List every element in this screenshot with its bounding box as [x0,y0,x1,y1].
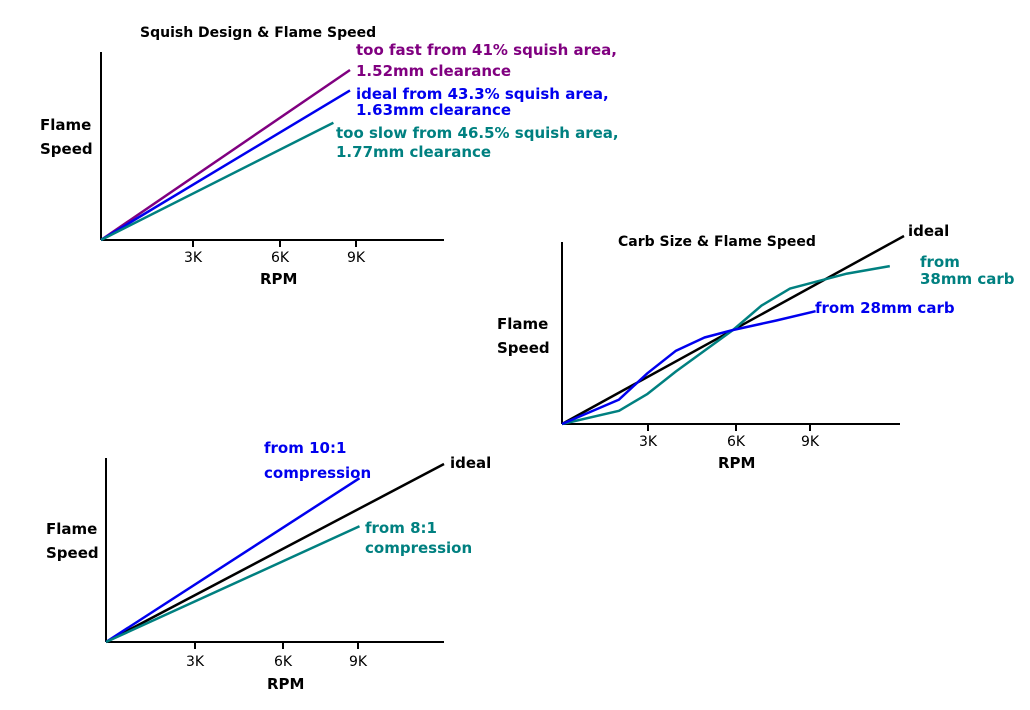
series-line [105,525,361,644]
x-axis-label: RPM [718,454,755,472]
x-axis-label: RPM [260,270,297,288]
series-label: from 10:1 [264,439,346,457]
series-label: 1.77mm clearance [336,143,491,161]
series-line [100,68,351,242]
series-line [105,462,445,644]
x-tick-label: 3K [184,250,203,266]
x-tick-label: 9K [347,250,366,266]
series-line [561,309,816,426]
series-label: ideal [450,454,491,472]
series-label: from 8:1 [365,519,437,537]
series-label: ideal [908,222,949,240]
series-label: too fast from 41% squish area, [356,41,617,59]
chart-panel-1: Squish Design & Flame Speed Flame Speed RPM… [40,25,619,288]
x-tick-label: 6K [271,250,290,266]
series-label: compression [264,464,371,482]
series-label: ideal from 43.3% squish area, [356,85,609,103]
x-tick-label: 3K [186,654,205,670]
series-label: 38mm carb [920,270,1015,288]
series-label: compression [365,539,472,557]
x-tick-label: 9K [349,654,368,670]
y-axis-label: Flame [497,315,548,333]
y-axis-label: Speed [40,140,93,158]
series-label: 1.52mm clearance [356,62,511,80]
chart-panel-2: Carb Size & Flame Speed Flame Speed RPM 3K 6K… [497,222,1015,472]
series-label: 1.63mm clearance [356,101,511,119]
chart-title: Squish Design & Flame Speed [140,25,376,41]
series-line [100,121,334,242]
x-tick-label: 6K [727,434,746,450]
y-axis-label: Flame [46,520,97,538]
series-line [100,89,351,242]
series-label: from [920,253,960,271]
chart-panel-3: Flame Speed RPM 3K 6K 9K ideal from 10:1 compres… [46,439,491,693]
series-line [105,477,361,644]
x-tick-label: 6K [274,654,293,670]
y-axis-label: Speed [46,544,99,562]
x-tick-label: 3K [639,434,658,450]
chart-title: Carb Size & Flame Speed [618,234,816,250]
x-tick-label: 9K [801,434,820,450]
series-label: from 28mm carb [815,299,955,317]
y-axis-label: Flame [40,116,91,134]
series-line [561,264,891,426]
y-axis-label: Speed [497,339,550,357]
series-label: too slow from 46.5% squish area, [336,124,619,142]
x-axis-label: RPM [267,675,304,693]
